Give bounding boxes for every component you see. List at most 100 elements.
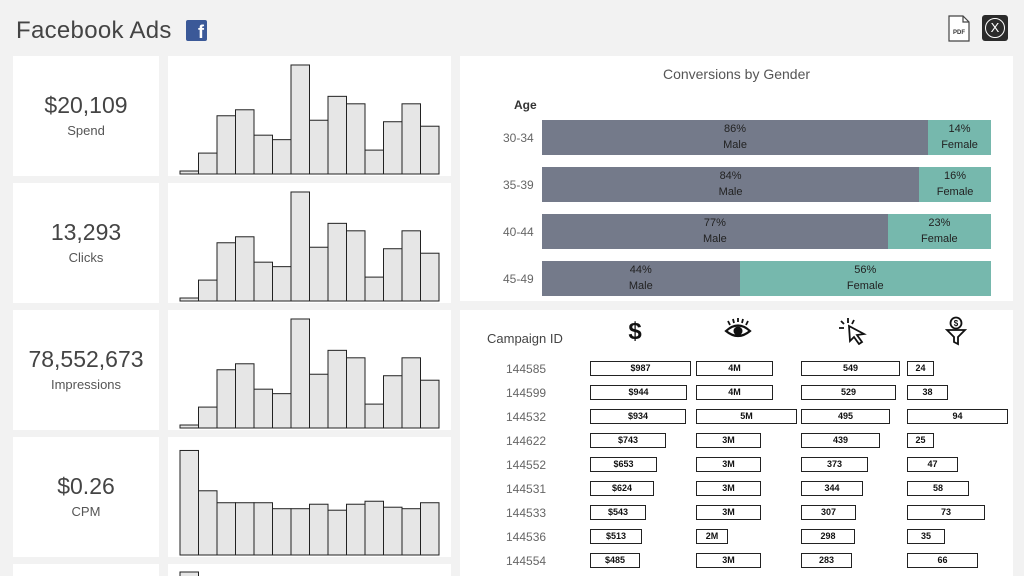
female-segment-label: 16% Female xyxy=(919,169,991,201)
histogram-bar xyxy=(290,508,310,556)
histogram-bar xyxy=(346,230,366,302)
histogram-bar xyxy=(216,369,236,429)
male-segment[interactable]: 84% Male xyxy=(542,167,920,202)
histogram-bar xyxy=(327,222,347,302)
pdf-export-icon[interactable]: PDF xyxy=(948,15,970,42)
male-segment[interactable]: 86% Male xyxy=(542,120,929,155)
age-label: 45-49 xyxy=(503,272,534,286)
histogram-bar xyxy=(383,248,403,302)
spend-bar: $543 xyxy=(590,505,646,520)
page-title: Facebook Ads xyxy=(16,17,172,44)
kpi-label: Clicks xyxy=(68,250,104,265)
clicks-bar: 373 xyxy=(801,457,868,472)
histogram-bar xyxy=(179,449,199,556)
percent-text: 44% xyxy=(629,264,652,276)
histogram-bar xyxy=(216,242,236,302)
kpi-card-partial xyxy=(13,564,159,576)
percent-text: 14% xyxy=(948,123,971,135)
histogram-bar xyxy=(216,115,236,175)
female-segment[interactable]: 16% Female xyxy=(919,167,991,202)
histogram-bar xyxy=(401,103,421,175)
conversions-bar: 25 xyxy=(907,433,934,448)
campaign-id[interactable]: 144536 xyxy=(506,530,547,544)
impressions-bar: 3M xyxy=(696,505,761,520)
histogram-bar xyxy=(383,375,403,429)
campaign-id[interactable]: 144531 xyxy=(506,482,547,496)
kpi-card-clicks: 13,293 Clicks xyxy=(13,183,159,303)
histogram-bar xyxy=(420,125,440,175)
age-header: Age xyxy=(514,98,537,112)
female-segment-label: 56% Female xyxy=(740,263,991,295)
male-segment[interactable]: 44% Male xyxy=(542,261,740,296)
spend-histogram xyxy=(168,56,451,176)
histogram-bar xyxy=(272,139,292,175)
histogram-bar xyxy=(179,424,199,429)
campaign-id[interactable]: 144532 xyxy=(506,410,547,424)
histogram-bar xyxy=(253,261,273,302)
campaign-id[interactable]: 144599 xyxy=(506,386,547,400)
male-segment-label: 84% Male xyxy=(542,169,919,201)
gender-bar-row[interactable]: 77% Male 23% Female xyxy=(542,214,991,249)
gender-bar-row[interactable]: 44% Male 56% Female xyxy=(542,261,991,296)
facebook-logo-glyph: f xyxy=(198,22,204,42)
histogram-bar xyxy=(179,297,199,302)
kpi-label: Impressions xyxy=(50,377,122,392)
histogram-bar xyxy=(346,357,366,429)
female-segment-label: 23% Female xyxy=(888,216,991,248)
campaign-id-header: Campaign ID xyxy=(487,331,563,346)
clicks-bar: 298 xyxy=(801,529,855,544)
gender-text: Female xyxy=(941,138,978,151)
male-segment-label: 86% Male xyxy=(542,122,928,154)
histogram-bar xyxy=(401,508,421,556)
cpm-histogram xyxy=(168,437,451,557)
histogram-bar xyxy=(420,502,440,556)
male-segment[interactable]: 77% Male xyxy=(542,214,888,249)
histogram-bar xyxy=(364,276,384,302)
gender-bar-row[interactable]: 86% Male 14% Female xyxy=(542,120,991,155)
clicks-bar: 549 xyxy=(801,361,900,376)
gender-panel: Conversions by Gender Age 30-34 86% Male 14… xyxy=(460,56,1013,301)
impressions-histogram xyxy=(168,310,451,430)
histogram-bar xyxy=(309,503,329,556)
histogram-bar xyxy=(364,149,384,175)
campaign-id[interactable]: 144554 xyxy=(506,554,547,568)
female-segment-label: 14% Female xyxy=(928,122,991,154)
campaign-id[interactable]: 144585 xyxy=(506,362,547,376)
female-segment[interactable]: 23% Female xyxy=(887,214,991,249)
histogram-bar xyxy=(235,363,255,429)
spend-bar: $624 xyxy=(590,481,654,496)
female-segment[interactable]: 56% Female xyxy=(739,261,991,296)
cursor-click-icon xyxy=(839,318,867,345)
age-label: 40-44 xyxy=(503,225,534,239)
histogram-bar xyxy=(383,121,403,175)
kpi-card-impressions: 78,552,673 Impressions xyxy=(13,310,159,430)
facebook-logo-icon: f xyxy=(186,20,207,42)
conversions-bar: 94 xyxy=(907,409,1008,424)
percent-text: 84% xyxy=(719,170,742,182)
campaign-id[interactable]: 144622 xyxy=(506,434,547,448)
close-icon[interactable]: X xyxy=(982,15,1008,41)
histogram-bar xyxy=(309,373,329,429)
kpi-value: $0.26 xyxy=(57,473,115,499)
campaign-id[interactable]: 144533 xyxy=(506,506,547,520)
gender-bar-row[interactable]: 84% Male 16% Female xyxy=(542,167,991,202)
eye-icon xyxy=(724,318,752,338)
conversions-bar: 47 xyxy=(907,457,958,472)
gender-text: Female xyxy=(936,185,974,198)
histogram-bar xyxy=(364,403,384,429)
spend-bar: $743 xyxy=(590,433,666,448)
kpi-value: $20,109 xyxy=(44,92,128,118)
kpi-card-spend: $20,109 Spend xyxy=(13,56,159,176)
campaign-id[interactable]: 144552 xyxy=(506,458,547,472)
histogram-bar xyxy=(327,349,347,429)
kpi-value: 78,552,673 xyxy=(28,346,144,372)
histogram-bar xyxy=(290,64,310,175)
percent-text: 77% xyxy=(703,217,726,229)
conversions-bar: 24 xyxy=(907,361,934,376)
histogram-bar xyxy=(420,252,440,302)
female-segment[interactable]: 14% Female xyxy=(928,120,991,155)
histogram-bar xyxy=(253,134,273,175)
conversions-bar: 38 xyxy=(907,385,948,400)
male-segment-label: 77% Male xyxy=(542,216,888,248)
close-glyph: X xyxy=(985,18,1005,38)
